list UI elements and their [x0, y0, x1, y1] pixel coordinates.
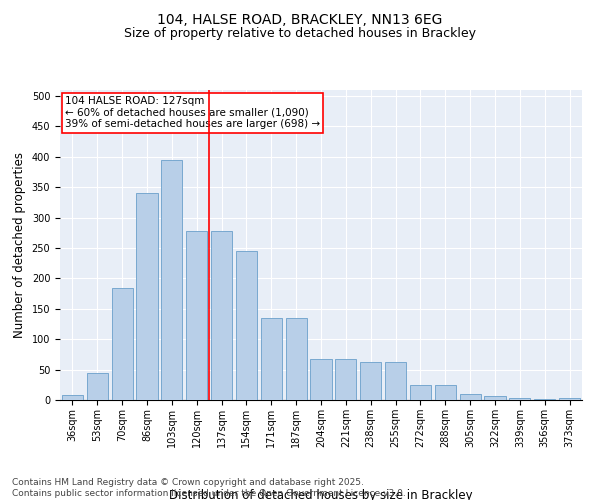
Y-axis label: Number of detached properties: Number of detached properties — [13, 152, 26, 338]
Bar — [410, 385, 431, 400]
Bar — [136, 194, 158, 400]
Text: 104 HALSE ROAD: 127sqm
← 60% of detached houses are smaller (1,090)
39% of semi-: 104 HALSE ROAD: 127sqm ← 60% of detached… — [65, 96, 320, 130]
Bar — [87, 372, 108, 400]
Bar — [534, 399, 555, 400]
Bar — [211, 231, 232, 400]
Bar — [360, 362, 381, 400]
Bar — [261, 318, 282, 400]
Bar — [112, 288, 133, 400]
Text: 104, HALSE ROAD, BRACKLEY, NN13 6EG: 104, HALSE ROAD, BRACKLEY, NN13 6EG — [157, 12, 443, 26]
Bar — [435, 385, 456, 400]
Bar — [286, 318, 307, 400]
Bar — [509, 398, 530, 400]
Bar — [310, 360, 332, 400]
Bar — [62, 395, 83, 400]
Bar — [335, 360, 356, 400]
Bar — [460, 394, 481, 400]
Bar — [161, 160, 182, 400]
Bar — [484, 396, 506, 400]
X-axis label: Distribution of detached houses by size in Brackley: Distribution of detached houses by size … — [169, 489, 473, 500]
Bar — [186, 231, 207, 400]
Text: Size of property relative to detached houses in Brackley: Size of property relative to detached ho… — [124, 28, 476, 40]
Text: Contains HM Land Registry data © Crown copyright and database right 2025.
Contai: Contains HM Land Registry data © Crown c… — [12, 478, 406, 498]
Bar — [236, 251, 257, 400]
Bar — [559, 398, 580, 400]
Bar — [385, 362, 406, 400]
